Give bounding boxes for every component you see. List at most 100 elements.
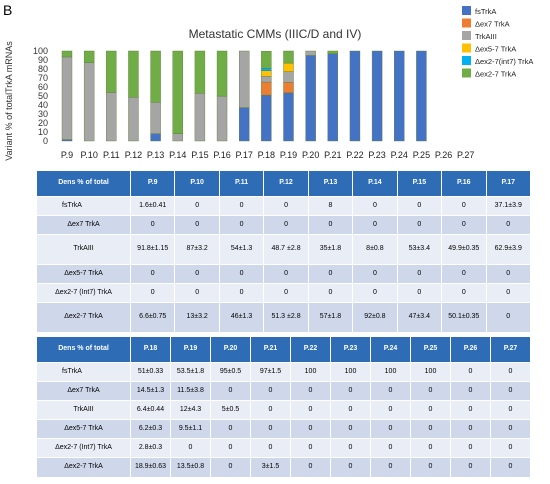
table-cell: 0: [250, 438, 291, 458]
bar-segment: [416, 50, 427, 142]
table-cell: 0: [441, 264, 487, 284]
table-cell: 0: [370, 400, 411, 420]
y-tick-label: 10: [38, 127, 48, 137]
bar-segment: [150, 102, 161, 135]
legend-swatch: [462, 56, 471, 65]
y-tick-label: 90: [38, 55, 48, 65]
column-header: P.14: [352, 170, 398, 197]
table-cell: 0: [410, 419, 451, 439]
table-cell: 0: [210, 438, 251, 458]
table-cell: 0: [441, 196, 487, 216]
x-tick-label: P.25: [413, 150, 430, 160]
table-cell: 0: [129, 283, 176, 303]
table-cell: 18.9±0.63: [130, 457, 171, 478]
column-header: P.27: [490, 336, 531, 363]
table-cell: 0: [396, 215, 443, 235]
row-label: Δex7 TrkA: [36, 381, 131, 401]
bar-segment: [83, 50, 95, 63]
table-cell: 0: [263, 283, 309, 303]
bar-segment: [261, 50, 272, 69]
legend-swatch: [462, 18, 471, 28]
table-cell: 91.8±1.15: [129, 234, 176, 265]
table-cell: 0: [218, 283, 265, 303]
table-row: Δex5-7 TrkA 6.2±0.3 9.5±1.1 0 0 0 0 0 0 0 0: [36, 419, 531, 439]
column-header: P.15: [396, 170, 443, 197]
bar-segment: [61, 56, 73, 140]
bar-segment: [61, 50, 73, 58]
x-tick-label: P.12: [125, 150, 142, 160]
y-tick-label: 40: [38, 100, 48, 110]
table-cell: 0: [218, 215, 265, 235]
bar-segment: [283, 50, 294, 64]
bar-segment: [61, 139, 73, 142]
bar-segment: [106, 50, 117, 93]
table-cell: 0: [330, 419, 371, 439]
table-cell: 0: [352, 215, 398, 235]
bar-segment: [194, 93, 206, 142]
table-cell: 0: [263, 196, 309, 216]
table-cell: 0: [129, 215, 176, 235]
x-tick-label: P.21: [324, 150, 341, 160]
table-cell: 0: [490, 381, 531, 401]
table-cell: 0: [490, 400, 531, 420]
bar-segment: [172, 50, 183, 135]
table-cell: 1.6±0.41: [129, 196, 176, 216]
bar-segment: [283, 92, 294, 142]
chart-title: Metastatic CMMs (IIIC/D and IV): [189, 27, 362, 41]
legend-swatch: [462, 68, 471, 78]
column-header: P.24: [370, 336, 411, 363]
table-cell: 95±0.5: [210, 362, 251, 382]
table-cell: 0: [174, 196, 220, 216]
table-cell: 51.3 ±2.8: [263, 302, 309, 333]
legend-label: fsTrkA: [475, 7, 496, 16]
table-cell: 100: [330, 362, 371, 382]
legend-label: Δex2-7(int7) TrkA: [475, 57, 533, 66]
data-table-2: Dens % of total P.18 P.19 P.20 P.21 P.22 P.23…: [36, 336, 531, 478]
table-cell: 0: [485, 302, 531, 333]
table-cell: 0: [450, 419, 491, 439]
row-label: Δex2-7 (Int7) TrkA: [36, 438, 131, 458]
table-cell: 8±0.8: [352, 234, 398, 265]
table-cell: 0: [290, 438, 331, 458]
x-tick-label: P.23: [368, 150, 385, 160]
bar-segment: [283, 62, 294, 72]
table-cell: 12±4.3: [170, 400, 211, 420]
table-cell: 62.9±3.9: [485, 234, 531, 265]
x-tick-label: P.13: [147, 150, 164, 160]
bar-segment: [150, 133, 161, 142]
table-cell: 0: [485, 283, 531, 303]
table-cell: 0: [396, 196, 443, 216]
table-cell: 47±3.4: [396, 302, 443, 333]
bar-segment: [194, 50, 206, 94]
table-cell: 0: [410, 400, 451, 420]
table-cell: 13.5±0.8: [170, 457, 211, 478]
stacked-bar-chart: B Metastatic CMMs (IIIC/D and IV) Varian…: [3, 2, 533, 161]
x-tick-label: P.20: [302, 150, 319, 160]
column-header: P.20: [210, 336, 251, 363]
table-cell: 0: [410, 457, 451, 478]
x-tick-label: P.26: [435, 150, 452, 160]
bar-segment: [327, 53, 338, 142]
table-cell: 0: [174, 215, 220, 235]
table-cell: 3±1.5: [250, 457, 291, 478]
table-cell: 53.5±1.8: [170, 362, 211, 382]
table-row: fsTrkA 1.6±0.41 0 0 0 8 0 0 0 37.1±3.9: [36, 196, 531, 216]
x-tick-label: P.14: [169, 150, 186, 160]
table-cell: 8: [307, 196, 354, 216]
legend: fsTrkA Δex7 TrkA TrkAIII Δex5-7 TrkA Δex2-7(…: [462, 6, 533, 79]
row-label: Δex5-7 TrkA: [36, 419, 131, 439]
table-row: Δex2-7 (Int7) TrkA 2.8±0.3 0 0 0 0 0 0 0 0 0: [36, 438, 531, 458]
table-cell: 0: [490, 457, 531, 478]
table-cell: 0: [330, 438, 371, 458]
y-tick-label: 100: [33, 46, 48, 56]
table-header-label: Dens % of total: [36, 336, 131, 363]
bar-segment: [327, 50, 338, 54]
column-header: P.18: [130, 336, 171, 363]
column-header: P.23: [330, 336, 371, 363]
table-row: Δex5-7 TrkA 0 0 0 0 0 0 0 0 0: [36, 264, 531, 284]
table-cell: 0: [330, 400, 371, 420]
column-header: P.12: [263, 170, 309, 197]
row-label: fsTrkA: [36, 196, 131, 216]
table-cell: 2.8±0.3: [130, 438, 171, 458]
